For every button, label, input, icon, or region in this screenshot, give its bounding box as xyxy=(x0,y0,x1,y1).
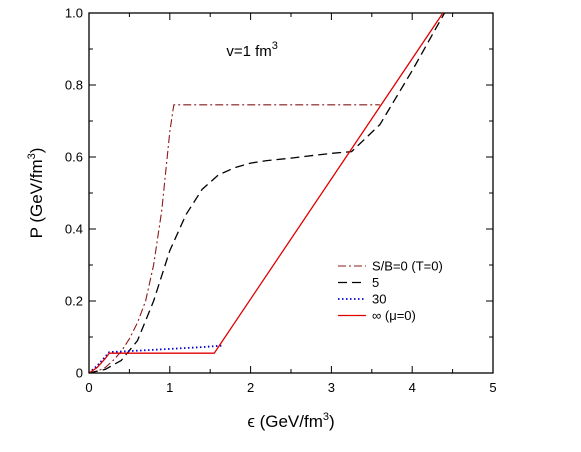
ticks-layer xyxy=(88,12,494,374)
series-layer xyxy=(88,12,446,374)
y-tick-label: 0.2 xyxy=(65,294,83,309)
x-tick-label: 1 xyxy=(166,380,173,395)
y-tick-label: 1.0 xyxy=(65,6,83,21)
series-line-1 xyxy=(88,12,446,374)
series-line-2 xyxy=(88,344,223,374)
y-tick-label: 0.8 xyxy=(65,78,83,93)
y-tick-label: 0 xyxy=(76,366,83,381)
x-tick-labels: 0 1 2 3 4 5 xyxy=(85,380,496,395)
x-tick-label: 0 xyxy=(85,380,92,395)
legend-label-3: ∞ (μ=0) xyxy=(372,308,416,323)
y-tick-label: 0.4 xyxy=(65,222,83,237)
x-tick-label: 4 xyxy=(409,380,416,395)
x-axis-label: ϵ (GeV/fm3) xyxy=(247,411,334,431)
legend-label-0: S/B=0 (T=0) xyxy=(372,259,443,274)
x-tick-label: 2 xyxy=(247,380,254,395)
plot-area xyxy=(88,12,494,374)
x-tick-label: 5 xyxy=(489,380,496,395)
x-tick-label: 3 xyxy=(328,380,335,395)
legend-label-1: 5 xyxy=(372,275,379,290)
plot-frame xyxy=(88,12,494,374)
series-line-3 xyxy=(88,12,444,374)
series-line-0 xyxy=(88,104,380,374)
volume-annotation: v=1 fm3 xyxy=(226,40,278,60)
y-tick-label: 0.6 xyxy=(65,150,83,165)
legend: S/B=0 (T=0)5 30∞ (μ=0) xyxy=(338,259,443,323)
legend-label-2: 30 xyxy=(372,292,386,307)
y-axis-label: P (GeV/fm3) xyxy=(26,148,46,239)
y-tick-labels: 0 0.2 0.4 0.6 0.8 1.0 xyxy=(65,6,83,381)
